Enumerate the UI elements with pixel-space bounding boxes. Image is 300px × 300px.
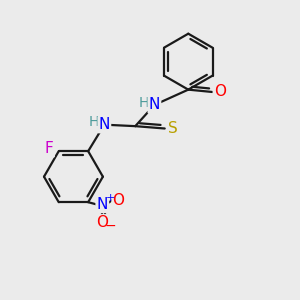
Text: O: O [112,194,124,208]
Text: N: N [149,98,160,112]
Text: +: + [106,193,115,203]
Text: O: O [96,215,108,230]
Text: N: N [97,197,108,212]
Text: O: O [214,85,226,100]
Text: S: S [168,121,178,136]
Text: −: − [105,219,116,233]
Text: F: F [45,141,54,156]
Text: N: N [99,117,110,132]
Text: H: H [139,96,149,110]
Text: H: H [89,115,99,129]
